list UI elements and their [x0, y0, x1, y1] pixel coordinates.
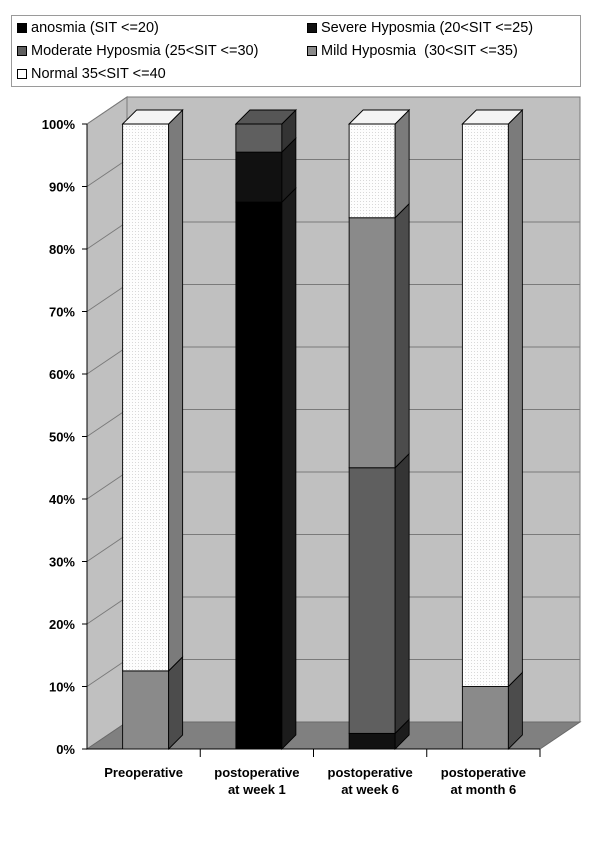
bar-top [461, 109, 524, 125]
y-tick-label: 90% [49, 180, 75, 195]
bar-segment-side [168, 108, 184, 672]
x-category-label: postoperative at week 6 [328, 765, 413, 797]
bar-segment [348, 732, 396, 750]
y-tick-label: 80% [49, 242, 75, 257]
legend-swatch-severe-hyposmia [307, 23, 317, 33]
bar-segment [235, 201, 283, 750]
bar-top [234, 109, 297, 125]
legend-label-anosmia: anosmia (SIT <=20) [31, 20, 159, 36]
x-category-label-line: postoperative [214, 765, 299, 780]
legend-item-moderate-hyposmia: Moderate Hyposmia (25<SIT <=30) [17, 43, 258, 59]
y-tick-label: 40% [49, 492, 75, 507]
bar-segment [461, 686, 509, 750]
bar-segment-side [394, 452, 410, 735]
bar-top [348, 109, 411, 125]
gridline [86, 96, 580, 125]
chart-legend: anosmia (SIT <=20) Severe Hyposmia (20<S… [11, 15, 581, 87]
legend-swatch-moderate-hyposmia [17, 46, 27, 56]
legend-item-normal: Normal 35<SIT <=40 [17, 66, 166, 82]
bar-segment-side [281, 187, 297, 751]
bar-segment [348, 467, 396, 734]
bar-segment [461, 123, 509, 687]
bar-segment-side [507, 108, 523, 688]
x-category-label-line: at week 6 [341, 782, 399, 797]
x-category-label-line: at month 6 [451, 782, 517, 797]
x-category-label-line: at week 1 [228, 782, 286, 797]
x-category-label: postoperative at month 6 [441, 765, 526, 797]
bar-top [121, 109, 184, 125]
y-tick-label: 50% [49, 430, 75, 445]
y-tick-label: 70% [49, 305, 75, 320]
x-category-label: postoperative at week 1 [214, 765, 299, 797]
x-axis-categories: Preoperative postoperative at week 1postop… [104, 749, 541, 797]
y-tick-label: 100% [42, 117, 76, 132]
legend-swatch-anosmia [17, 23, 27, 33]
bar-segment-side [394, 108, 410, 219]
legend-item-mild-hyposmia: Mild Hyposmia (30<SIT <=35) [307, 43, 518, 59]
x-category-label: Preoperative [104, 765, 183, 780]
x-category-label-line: postoperative [441, 765, 526, 780]
bar-segment [348, 217, 396, 469]
bar-segment-side [168, 655, 184, 751]
y-tick-label: 20% [49, 617, 75, 632]
y-tick-label: 10% [49, 680, 75, 695]
bar-segment-side [394, 202, 410, 469]
x-category-label-line: Preoperative [104, 765, 183, 780]
bar-segment [122, 670, 170, 750]
legend-item-severe-hyposmia: Severe Hyposmia (20<SIT <=25) [307, 20, 533, 36]
y-tick-label: 0% [56, 742, 75, 757]
bar-segment [348, 123, 396, 219]
legend-label-moderate-hyposmia: Moderate Hyposmia (25<SIT <=30) [31, 43, 259, 59]
legend-swatch-mild-hyposmia [307, 46, 317, 56]
bar-segment [235, 151, 283, 203]
x-category-label-line: postoperative [328, 765, 413, 780]
bars [121, 108, 524, 751]
legend-label-severe-hyposmia: Severe Hyposmia (20<SIT <=25) [321, 20, 534, 36]
bar-segment [235, 123, 283, 153]
y-tick-label: 60% [49, 367, 75, 382]
bar-segment [122, 123, 170, 672]
y-axis-ticks: 0% 10% 20% 30% 40% 50% 60% 70% 80% 90% 100% [42, 117, 87, 757]
legend-label-normal: Normal 35<SIT <=40 [31, 66, 166, 82]
legend-item-anosmia: anosmia (SIT <=20) [17, 20, 159, 36]
legend-label-mild-hyposmia: Mild Hyposmia (30<SIT <=35) [321, 43, 518, 59]
y-tick-label: 30% [49, 555, 75, 570]
legend-swatch-normal [17, 69, 27, 79]
